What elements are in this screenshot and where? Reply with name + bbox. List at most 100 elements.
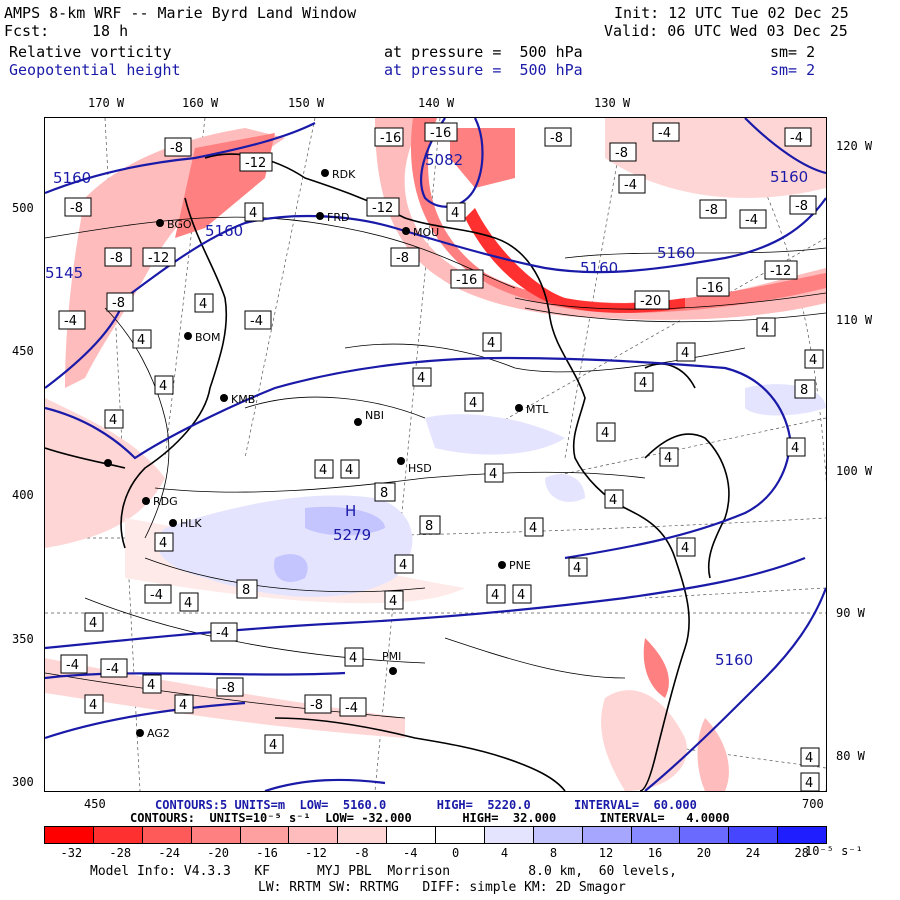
svg-text:4: 4 bbox=[159, 379, 167, 394]
height-label: 5160 bbox=[770, 168, 808, 186]
svg-text:4: 4 bbox=[529, 521, 537, 536]
station-dot-ag2 bbox=[136, 729, 144, 737]
vort-box: 4 bbox=[154, 532, 174, 552]
field1-smoothing: sm= 2 bbox=[770, 43, 816, 61]
map-panel: RDK FRD MOU BGO BOM KMB NBI MTL HSD RDG … bbox=[44, 117, 827, 792]
vort-box: -12 bbox=[366, 197, 400, 217]
vort-box: 4 bbox=[464, 392, 484, 412]
vort-box: 4 bbox=[486, 584, 506, 604]
vort-box: 8 bbox=[794, 379, 816, 399]
vort-box: 4 bbox=[84, 694, 104, 714]
svg-text:4: 4 bbox=[609, 493, 617, 508]
station-label-kmb: KMB bbox=[231, 393, 255, 406]
high-center-marker: H bbox=[345, 502, 356, 520]
vort-box: -8 bbox=[789, 195, 817, 215]
vort-box: 8 bbox=[374, 482, 396, 502]
vort-box: -12 bbox=[142, 247, 176, 267]
vort-box: 4 bbox=[524, 517, 544, 537]
colorbar-swatch bbox=[729, 827, 779, 843]
vort-box: -8 bbox=[106, 292, 134, 312]
svg-text:-8: -8 bbox=[70, 201, 83, 216]
vort-box: -8 bbox=[699, 199, 727, 219]
init-time: Init: 12 UTC Tue 02 Dec 25 bbox=[614, 4, 849, 22]
colorbar-swatch bbox=[778, 827, 826, 843]
vort-box: 4 bbox=[446, 202, 466, 222]
station-dot-unlabeled bbox=[104, 459, 112, 467]
colorbar-swatch bbox=[240, 827, 290, 843]
vort-box: 4 bbox=[412, 367, 432, 387]
y-label-300: 300 bbox=[12, 775, 34, 789]
vort-box: -16 bbox=[696, 277, 730, 297]
svg-text:4: 4 bbox=[159, 536, 167, 551]
vort-box: -4 bbox=[100, 658, 128, 678]
vort-box: 4 bbox=[154, 375, 174, 395]
colorbar-swatch bbox=[387, 827, 436, 843]
lon-label-130w: 130 W bbox=[594, 96, 631, 110]
station-label-frd: FRD bbox=[327, 211, 349, 224]
vort-box: 4 bbox=[314, 459, 334, 479]
station-label-rdk: RDK bbox=[332, 168, 356, 181]
svg-text:4: 4 bbox=[451, 206, 459, 221]
height-label: 5082 bbox=[425, 151, 463, 169]
colorbar-swatch bbox=[631, 827, 681, 843]
station-dot-mtl bbox=[515, 404, 523, 412]
station-label-bom: BOM bbox=[195, 331, 221, 344]
svg-text:4: 4 bbox=[809, 353, 817, 368]
height-label: 5160 bbox=[205, 222, 243, 240]
height-contour-legend: CONTOURS:5 UNITS=m LOW= 5160.0 HIGH= 522… bbox=[155, 798, 697, 812]
svg-text:4: 4 bbox=[389, 594, 397, 609]
vort-box: -8 bbox=[609, 142, 637, 162]
model-info: Model Info: V4.3.3 KF MYJ PBL Morrison 8… bbox=[90, 864, 677, 879]
y-label-500: 500 bbox=[12, 201, 34, 215]
colorbar bbox=[44, 826, 827, 844]
height-label: 5160 bbox=[715, 651, 753, 669]
vort-box: 4 bbox=[800, 772, 820, 791]
station-dot-bom bbox=[184, 332, 192, 340]
vort-box: -8 bbox=[164, 137, 192, 157]
svg-text:-4: -4 bbox=[658, 126, 671, 141]
x-label-700: 700 bbox=[802, 797, 824, 811]
vort-box: -8 bbox=[544, 127, 572, 147]
vort-box: 4 bbox=[568, 557, 588, 577]
vort-box: -4 bbox=[60, 654, 88, 674]
vort-box: -16 bbox=[374, 127, 404, 147]
geopotential-height-contours bbox=[45, 118, 826, 791]
svg-text:4: 4 bbox=[601, 426, 609, 441]
colorbar-swatch bbox=[191, 827, 241, 843]
vort-box: 4 bbox=[512, 584, 532, 604]
svg-text:-8: -8 bbox=[110, 251, 123, 266]
svg-text:-4: -4 bbox=[216, 626, 229, 641]
station-dot-frd bbox=[316, 212, 324, 220]
height-label: 5160 bbox=[580, 259, 618, 277]
svg-text:-8: -8 bbox=[310, 698, 323, 713]
svg-text:4: 4 bbox=[137, 333, 145, 348]
vorticity-contour-legend: CONTOURS: UNITS=10⁻⁵ s⁻¹ LOW= -32.000 HI… bbox=[130, 811, 730, 825]
vort-box: -16 bbox=[450, 269, 484, 289]
svg-text:4: 4 bbox=[469, 396, 477, 411]
vort-box: -4 bbox=[58, 310, 86, 330]
svg-text:4: 4 bbox=[147, 678, 155, 693]
height-label: 5145 bbox=[45, 264, 83, 282]
vorticity-labels: -16 -16 -12 -8 -16 -20 -16 -12 -8 -8 -4 … bbox=[58, 122, 824, 791]
svg-text:-8: -8 bbox=[550, 131, 563, 146]
field2-name: Geopotential height bbox=[9, 61, 181, 79]
colorbar-swatch bbox=[484, 827, 534, 843]
map-canvas: RDK FRD MOU BGO BOM KMB NBI MTL HSD RDG … bbox=[45, 118, 826, 791]
svg-text:4: 4 bbox=[184, 596, 192, 611]
svg-text:4: 4 bbox=[349, 651, 357, 666]
svg-text:4: 4 bbox=[417, 371, 425, 386]
colorbar-swatch bbox=[338, 827, 388, 843]
station-dot-kmb bbox=[220, 394, 228, 402]
vort-box: 4 bbox=[659, 447, 679, 467]
vort-box: -4 bbox=[210, 622, 238, 642]
x-label-450: 450 bbox=[84, 797, 106, 811]
colorbar-tick-label: -8 bbox=[354, 846, 369, 860]
station-dot-nbi bbox=[354, 418, 362, 426]
colorbar-tick-label: -24 bbox=[158, 846, 181, 860]
vort-box: -4 bbox=[244, 310, 272, 330]
colorbar-tick-label: 16 bbox=[647, 846, 663, 860]
svg-text:4: 4 bbox=[761, 321, 769, 336]
station-markers bbox=[104, 169, 523, 737]
colorbar-tick-label: 8 bbox=[549, 846, 558, 860]
svg-text:4: 4 bbox=[269, 738, 277, 753]
